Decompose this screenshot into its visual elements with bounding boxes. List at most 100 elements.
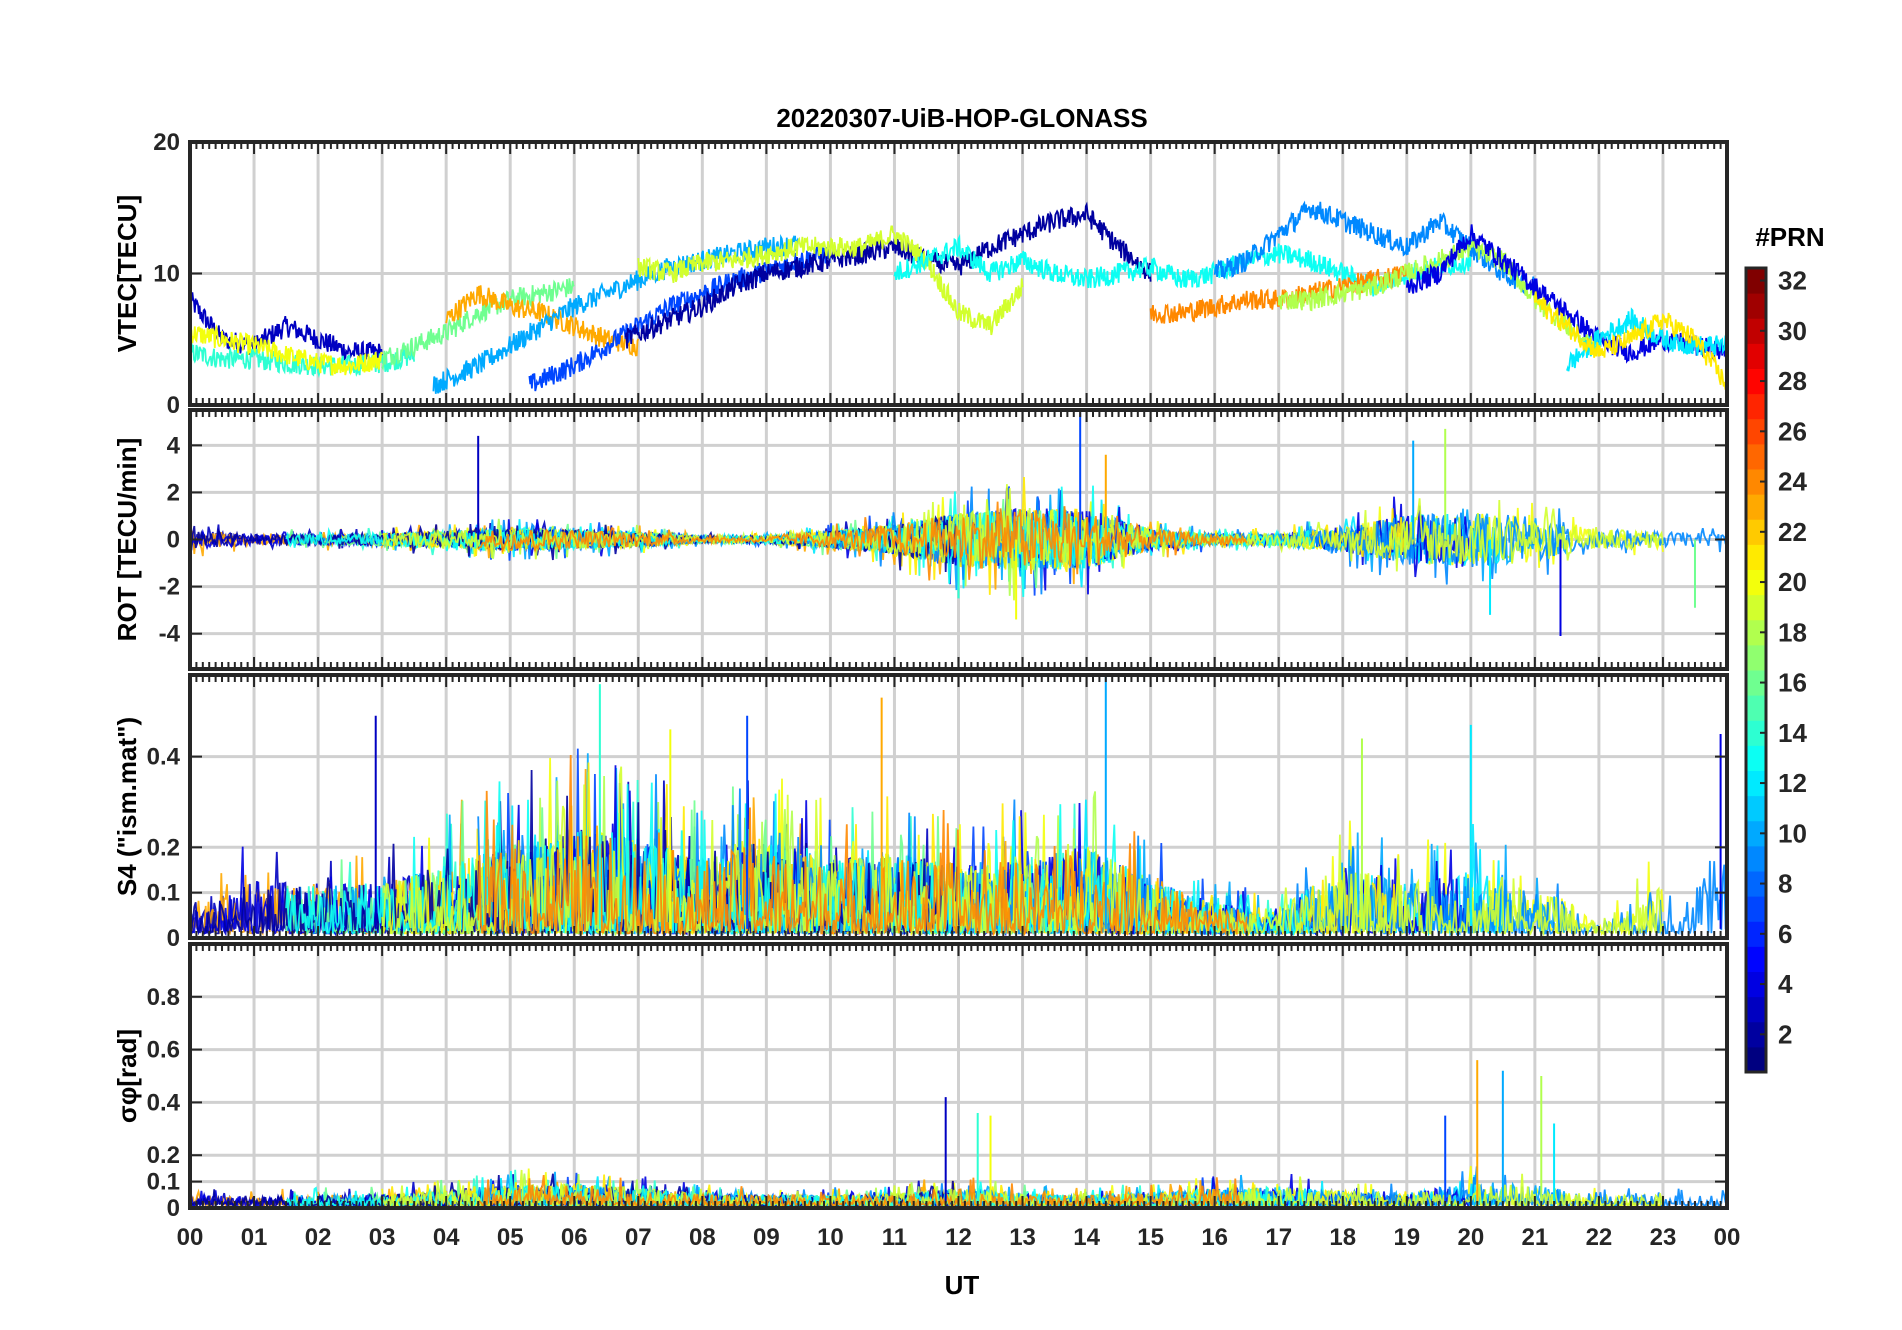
series-prn-9 <box>1213 200 1536 295</box>
series-prn-23 <box>445 285 640 357</box>
colorbar-tick-label: 16 <box>1778 668 1807 698</box>
x-axis-label: UT <box>945 1270 980 1300</box>
colorbar-tick-label: 18 <box>1778 617 1807 647</box>
colorbar-tick-label: 14 <box>1778 718 1807 748</box>
series-prn-24 <box>477 1174 1247 1208</box>
x-tick-label: 07 <box>625 1224 652 1251</box>
colorbar-tick-label: 6 <box>1778 919 1792 949</box>
colorbar-segment <box>1746 695 1766 721</box>
y-tick-label: 0 <box>167 1195 180 1222</box>
series-prn-19 <box>381 1169 1664 1208</box>
y-tick-label: 0.6 <box>147 1037 180 1064</box>
x-tick-label: 10 <box>817 1224 844 1251</box>
colorbar-segment <box>1746 268 1766 294</box>
y-axis-label-s4: S4 ("ism.mat") <box>112 717 142 896</box>
x-tick-label: 14 <box>1073 1224 1100 1251</box>
colorbar-segment <box>1746 544 1766 570</box>
colorbar-segment <box>1746 971 1766 998</box>
y-tick-label: 0.2 <box>147 834 180 861</box>
colorbar-tick-label: 22 <box>1778 517 1807 547</box>
colorbar-tick-label: 4 <box>1778 969 1793 999</box>
colorbar-segment <box>1746 871 1766 897</box>
series-prn-2 <box>624 201 1152 349</box>
colorbar-segment <box>1746 368 1766 395</box>
y-tick-label: 0.4 <box>147 744 181 771</box>
x-tick-label: 15 <box>1137 1224 1164 1251</box>
panel-sigma_phi: 00.10.2 0.4 0.6 0.8σφ[rad] 00 01 02 03 04 05 06 07 0… <box>112 942 1741 1251</box>
x-tick-label: 17 <box>1265 1224 1292 1251</box>
x-tick-label: 08 <box>689 1224 716 1251</box>
colorbar-tick-label: 8 <box>1778 869 1792 899</box>
colorbar-frame <box>1744 266 1768 1074</box>
x-ticks-sigma_phi <box>189 944 1728 1209</box>
x-tick-label: 21 <box>1522 1224 1549 1251</box>
colorbar-segment <box>1746 594 1766 621</box>
x-ticks-rot <box>189 410 1728 669</box>
colorbar-tick-label: 32 <box>1778 266 1807 296</box>
colorbar-segment <box>1746 946 1766 972</box>
colorbar-segment <box>1746 670 1766 696</box>
colorbar-tick-label: 12 <box>1778 768 1807 798</box>
series-prn-19 <box>381 766 1664 937</box>
x-tick-label: 19 <box>1393 1224 1420 1251</box>
colorbar-segment <box>1746 996 1766 1023</box>
colorbar-segment <box>1746 469 1766 495</box>
x-tick-label: 18 <box>1329 1224 1356 1251</box>
y-tick-label: 0.1 <box>147 880 180 907</box>
series-prn-20 <box>190 324 383 376</box>
colorbar-segment <box>1746 293 1766 319</box>
x-tick-label: 02 <box>305 1224 332 1251</box>
colorbar-segment <box>1746 519 1766 545</box>
y-axis-label-rot: ROT [TECU/min] <box>112 438 142 642</box>
data-rot <box>190 412 1727 637</box>
x-tick-label: 00 <box>1714 1224 1741 1251</box>
colorbar-segment <box>1746 820 1766 847</box>
y-tick-label: 10 <box>153 261 180 288</box>
colorbar-segment <box>1746 770 1766 797</box>
x-tick-label: 06 <box>561 1224 588 1251</box>
panel-rot: -4 -2 0 2 4 ROT [TECU/min] <box>112 408 1729 671</box>
y-tick-label: 0.8 <box>147 984 180 1011</box>
colorbar-segment <box>1746 494 1766 520</box>
colorbar-segment <box>1746 921 1766 947</box>
x-tick-label: 20 <box>1457 1224 1484 1251</box>
x-ticks-vtec <box>189 141 1728 406</box>
colorbar-segment <box>1746 418 1766 445</box>
x-tick-label: 05 <box>497 1224 524 1251</box>
y-tick-label: 0 <box>167 925 180 952</box>
y-tick-label: -4 <box>159 621 181 648</box>
colorbar-segment <box>1746 1021 1766 1048</box>
colorbar-tick-label: 26 <box>1778 416 1807 446</box>
series-prn-21 <box>1534 291 1727 390</box>
y-tick-label: -2 <box>159 574 180 601</box>
colorbar-tick-label: 24 <box>1778 467 1807 497</box>
x-tick-label: 12 <box>945 1224 972 1251</box>
x-tick-label: 00 <box>177 1224 204 1251</box>
colorbar-segment <box>1746 619 1766 646</box>
y-tick-label: 0 <box>167 392 180 419</box>
panel-vtec: 0 10 20 VTEC[TECU] <box>112 129 1729 419</box>
colorbar-segment <box>1746 644 1766 671</box>
x-tick-label: 09 <box>753 1224 780 1251</box>
data-vtec <box>190 200 1727 394</box>
series-prn-10 <box>432 233 800 394</box>
x-tick-label: 22 <box>1586 1224 1613 1251</box>
panel-s4: 0 0.1 0.2 0.4S4 ("ism.mat") <box>112 673 1729 952</box>
colorbar-tick-label: 2 <box>1778 1019 1792 1049</box>
colorbar-tick-label: 28 <box>1778 366 1807 396</box>
y-tick-label: 20 <box>153 129 180 156</box>
colorbar-segment <box>1746 318 1766 344</box>
colorbar-label: #PRN <box>1755 222 1824 252</box>
y-tick-label: 0.4 <box>147 1089 181 1116</box>
x-tick-label: 03 <box>369 1224 396 1251</box>
x-tick-label: 23 <box>1650 1224 1677 1251</box>
y-tick-label: 2 <box>167 479 180 506</box>
colorbar-tick-label: 20 <box>1778 567 1807 597</box>
x-tick-label: 04 <box>433 1224 460 1251</box>
y-axis-label-vtec: VTEC[TECU] <box>112 195 142 352</box>
series-prn-24 <box>477 501 1248 581</box>
colorbar-tick-label: 30 <box>1778 316 1807 346</box>
colorbar-segment <box>1746 1046 1766 1073</box>
